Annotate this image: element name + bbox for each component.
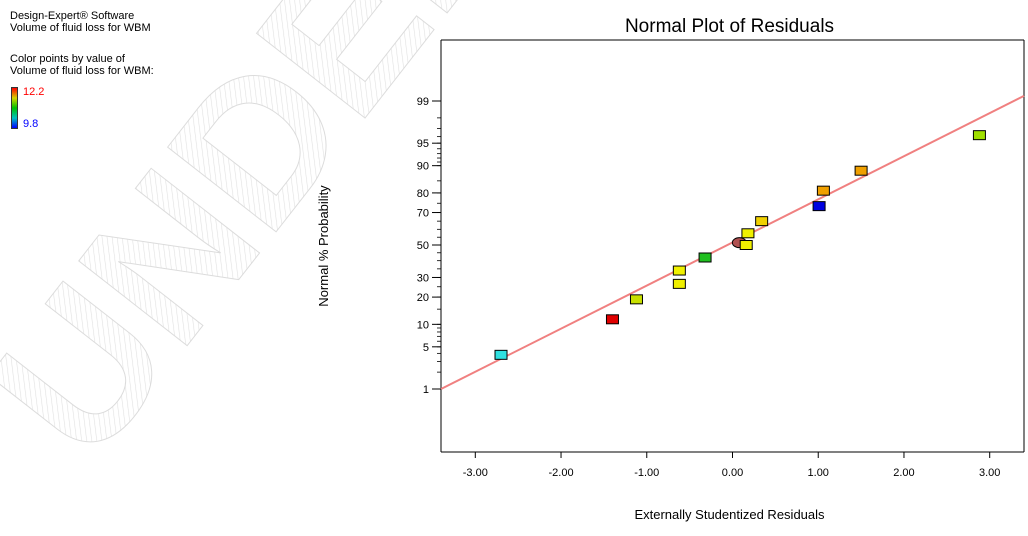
y-tick-label: 1 [423,384,429,396]
x-tick-label: 2.00 [893,467,914,479]
x-axis-label: Externally Studentized Residuals [634,507,825,522]
data-point [812,201,826,212]
color-note: Color points by value of [10,53,125,65]
y-tick-label: 30 [417,272,429,284]
data-point [605,314,619,325]
data-point [629,294,643,305]
software-name: Design-Expert® Software [10,10,135,22]
y-tick-label: 5 [423,342,429,354]
x-tick-label: -1.00 [634,467,659,479]
color-scale-bar [11,87,18,129]
data-point [698,252,712,263]
y-tick-label: 80 [417,188,429,200]
data-point [672,278,686,289]
y-tick-label: 90 [417,161,429,173]
data-point [739,240,753,250]
data-point [816,185,830,196]
chart-title: Normal Plot of Residuals [625,16,834,37]
y-tick-label: 20 [417,292,429,304]
data-point [672,265,686,276]
x-tick-label: 0.00 [722,467,743,479]
y-tick-label: 70 [417,208,429,220]
y-axis-label: Normal % Probability [316,185,331,307]
software-info: Design-Expert® Software Volume of fluid … [10,10,151,34]
data-point [972,130,986,141]
legend-low-value: 9.8 [23,118,39,130]
data-point [741,228,755,239]
data-point [494,349,508,360]
y-tick-label: 95 [417,138,429,150]
x-tick-label: 3.00 [979,467,1000,479]
response-name: Volume of fluid loss for WBM [10,22,151,34]
legend-high-value: 12.2 [23,86,45,98]
data-point [755,216,769,227]
x-tick-label: 1.00 [808,467,829,479]
color-legend-caption: Color points by value of Volume of fluid… [10,53,154,77]
color-response: Volume of fluid loss for WBM: [10,65,154,77]
x-tick-label: -3.00 [463,467,488,479]
y-tick-label: 10 [417,319,429,331]
x-tick-label: -2.00 [548,467,573,479]
y-tick-label: 50 [417,240,429,252]
data-point [854,165,868,176]
y-tick-label: 99 [417,96,429,108]
